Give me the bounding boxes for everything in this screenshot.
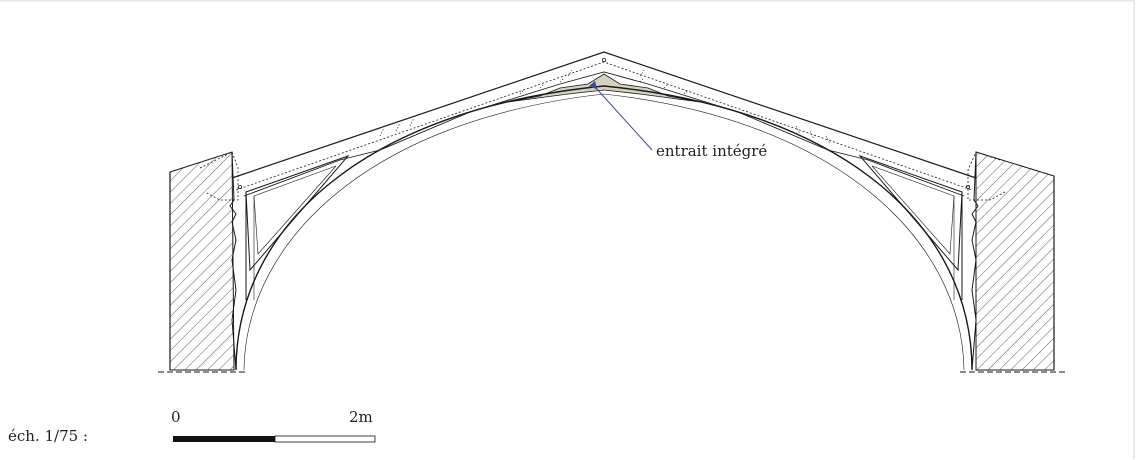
- right-brace: [858, 154, 963, 300]
- scale-label: éch. 1/75 :: [8, 427, 88, 445]
- left-brace: [245, 154, 350, 300]
- scale-segment-dark: [173, 436, 275, 442]
- arch-curve: [235, 85, 973, 371]
- scale-bar: éch. 1/75 : 0 2m: [8, 408, 376, 445]
- right-wall: [960, 151, 1066, 373]
- scale-segment-light: [274, 435, 376, 443]
- scale-end-label: 2m: [349, 408, 373, 426]
- integrated-tie-beam: [507, 73, 701, 103]
- rafter-ticks: [379, 69, 831, 145]
- rafters: [231, 51, 977, 197]
- left-wall: [158, 151, 248, 373]
- scale-start-label: 0: [171, 408, 181, 426]
- annotation-label: entrait intégré: [656, 142, 767, 160]
- annotation-arrow: [589, 80, 653, 151]
